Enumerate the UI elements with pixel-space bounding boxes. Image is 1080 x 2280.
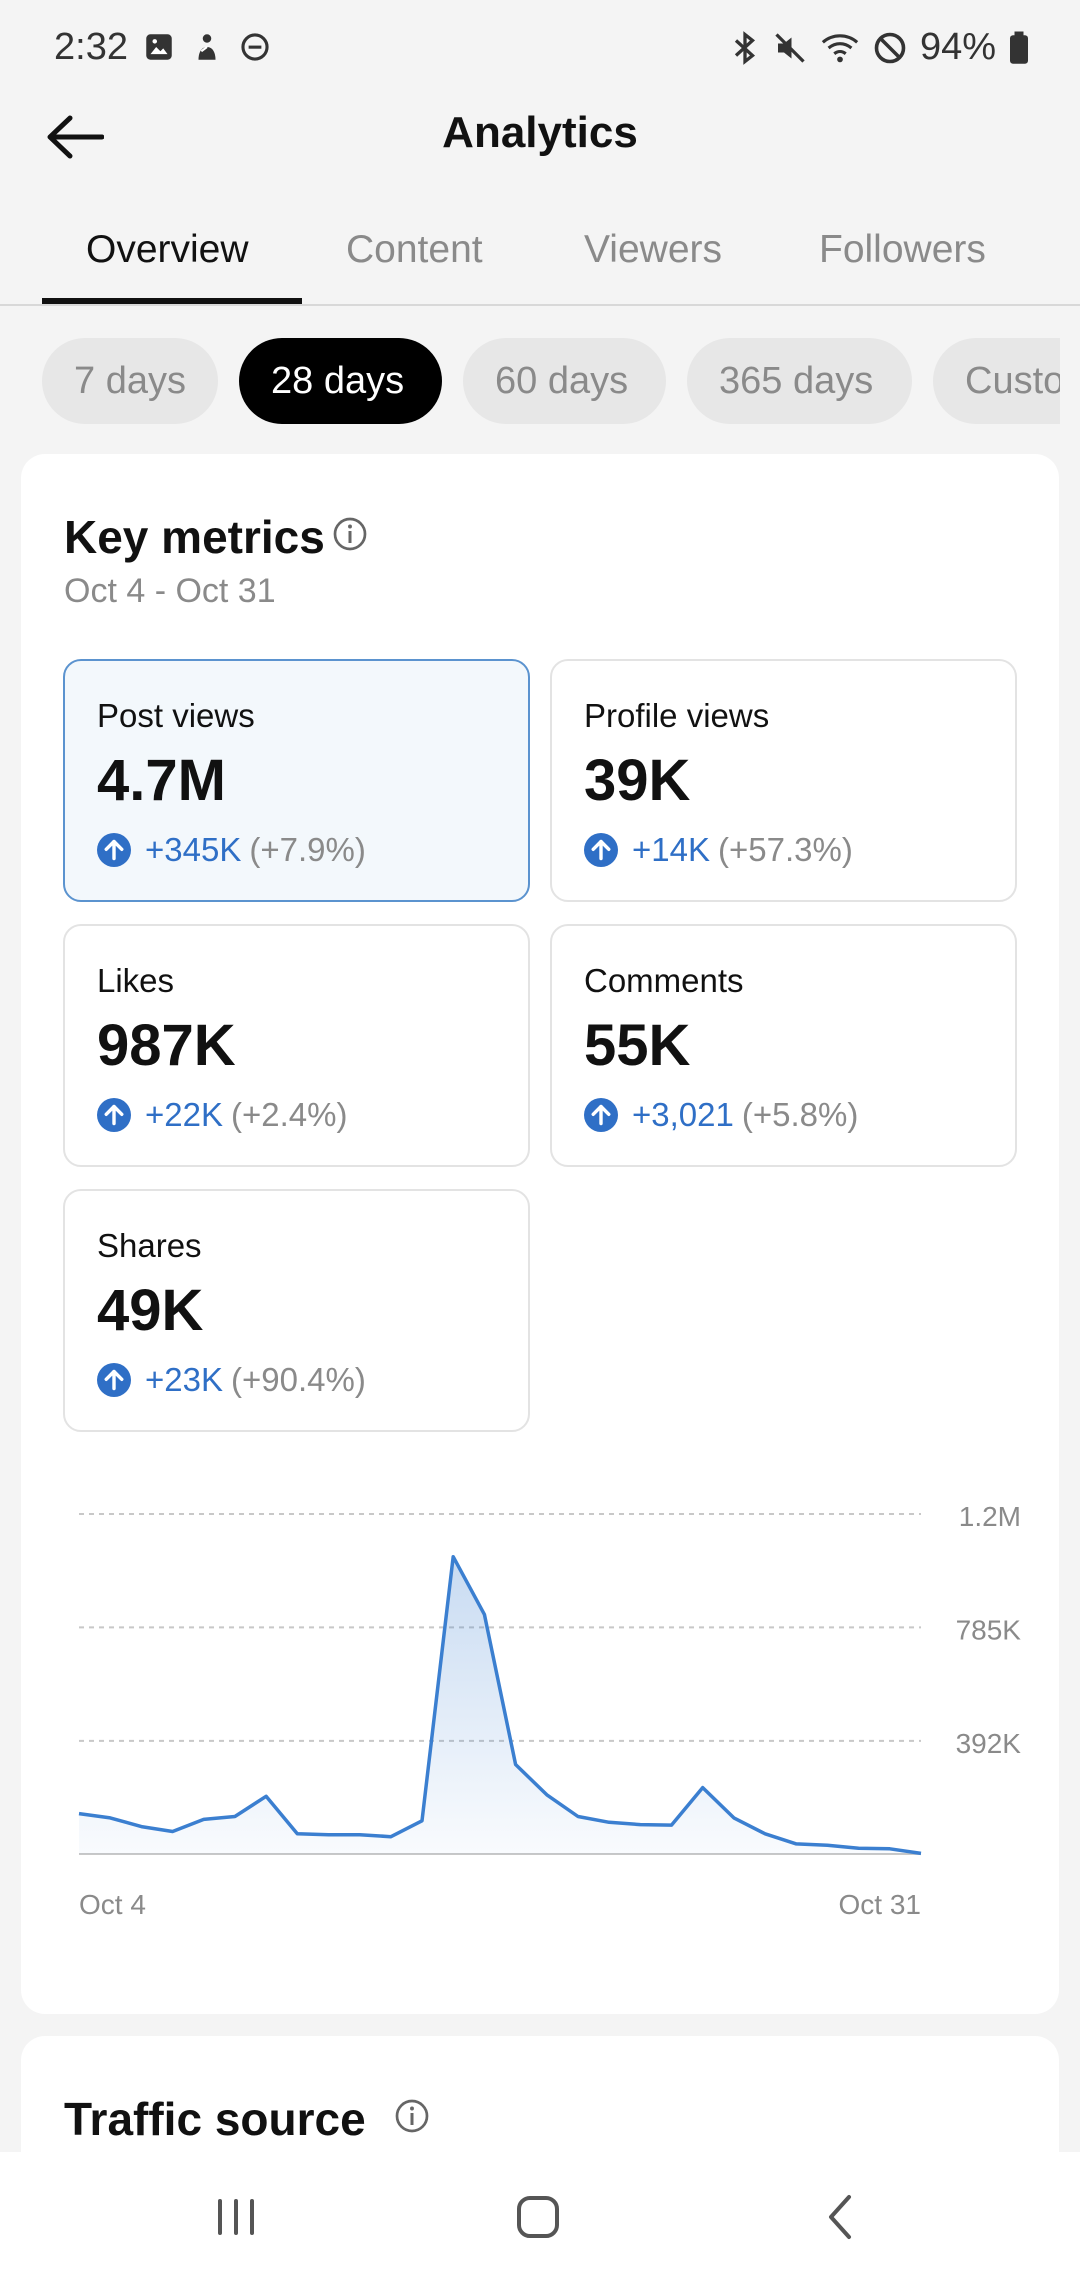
traffic-source-title: Traffic source (64, 2093, 366, 2145)
tab-bar: Overview Content Viewers Followers (0, 210, 1080, 306)
key-metrics-title: Key metrics (64, 511, 325, 563)
arrow-left-icon (47, 115, 104, 159)
chip-28-days[interactable]: 28 days (239, 338, 442, 424)
series-line (78, 1554, 922, 1856)
metric-comments[interactable]: Comments 55K +3,021 (+5.8%) (550, 924, 1017, 1167)
x-tick-label: Oct 31 (839, 1889, 921, 1920)
tab-underline (42, 298, 302, 304)
arrow-up-circle-icon (584, 833, 618, 867)
metric-label: Shares (97, 1227, 202, 1264)
y-tick-label: 392K (956, 1728, 1022, 1759)
page-title: Analytics (442, 108, 638, 157)
status-time: 2:32 (54, 26, 128, 68)
status-bar: 2:32 94% (0, 0, 1080, 100)
post-views-chart: 1.2M 785K 392K Oct 4 Oct 31 (78, 1501, 1022, 1920)
metric-change: +23K (145, 1361, 223, 1398)
chip-7-days[interactable]: 7 days (42, 338, 218, 424)
mute-icon (775, 32, 805, 63)
metric-percent: (+90.4%) (231, 1361, 366, 1398)
metric-change: +345K (145, 831, 242, 868)
battery-icon (1010, 31, 1028, 64)
metric-value: 55K (584, 1013, 691, 1078)
metric-change: +14K (632, 831, 710, 868)
blocked-icon (874, 32, 906, 63)
back-button[interactable] (40, 102, 110, 172)
recents-button[interactable] (196, 2182, 276, 2252)
nav-back-button[interactable] (800, 2182, 880, 2252)
metric-label: Profile views (584, 697, 770, 734)
metric-label: Comments (584, 962, 744, 999)
metric-post-views[interactable]: Post views 4.7M +345K (+7.9%) (63, 659, 530, 902)
metric-shares[interactable]: Shares 49K +23K (+90.4%) (63, 1189, 530, 1432)
header: Analytics (0, 90, 1080, 180)
metric-percent: (+57.3%) (718, 831, 853, 868)
wifi-icon (821, 33, 859, 62)
arrow-up-circle-icon (584, 1098, 618, 1132)
y-tick-label: 1.2M (959, 1501, 1021, 1532)
arrow-up-circle-icon (97, 1098, 131, 1132)
arrow-up-circle-icon (97, 833, 131, 867)
metric-label: Post views (97, 697, 255, 734)
tab-followers[interactable]: Followers (819, 228, 986, 271)
home-button[interactable] (498, 2182, 578, 2252)
metric-profile-views[interactable]: Profile views 39K +14K (+57.3%) (550, 659, 1017, 902)
metric-percent: (+5.8%) (741, 1096, 859, 1133)
dnd-icon (241, 33, 269, 61)
metric-value: 4.7M (97, 748, 226, 813)
chip-custom[interactable]: Custom (933, 338, 1060, 424)
info-icon[interactable] (332, 516, 368, 552)
chip-365-days[interactable]: 365 days (687, 338, 912, 424)
chip-60-days[interactable]: 60 days (463, 338, 666, 424)
series-area (79, 1556, 921, 1854)
person-icon (198, 34, 216, 60)
date-range-label: Oct 4 - Oct 31 (64, 572, 276, 610)
metric-value: 987K (97, 1013, 236, 1078)
date-range-chips: 7 days 28 days 60 days 365 days Custom (42, 338, 1060, 424)
metric-value: 39K (584, 748, 691, 813)
battery-percent: 94% (919, 26, 996, 68)
back-nav-icon (829, 2195, 851, 2239)
metric-change: +22K (145, 1096, 223, 1133)
bluetooth-icon (734, 30, 755, 65)
metric-percent: (+2.4%) (231, 1096, 348, 1133)
metric-change: +3,021 (632, 1096, 734, 1133)
tab-overview[interactable]: Overview (86, 228, 249, 271)
key-metrics-card: Key metrics Oct 4 - Oct 31 Post views 4.… (21, 454, 1059, 2014)
image-icon (146, 34, 172, 60)
home-icon (517, 2196, 559, 2238)
metric-likes[interactable]: Likes 987K +22K (+2.4%) (63, 924, 530, 1167)
tab-content[interactable]: Content (346, 228, 483, 271)
recents-icon (218, 2199, 254, 2235)
system-nav-bar (0, 2152, 1080, 2280)
metric-value: 49K (97, 1278, 204, 1343)
info-icon[interactable] (394, 2098, 430, 2134)
arrow-up-circle-icon (97, 1363, 131, 1397)
x-tick-label: Oct 4 (79, 1889, 146, 1920)
tab-viewers[interactable]: Viewers (584, 228, 723, 271)
metric-label: Likes (97, 962, 175, 999)
metric-percent: (+7.9%) (249, 831, 366, 868)
y-tick-label: 785K (956, 1614, 1022, 1645)
